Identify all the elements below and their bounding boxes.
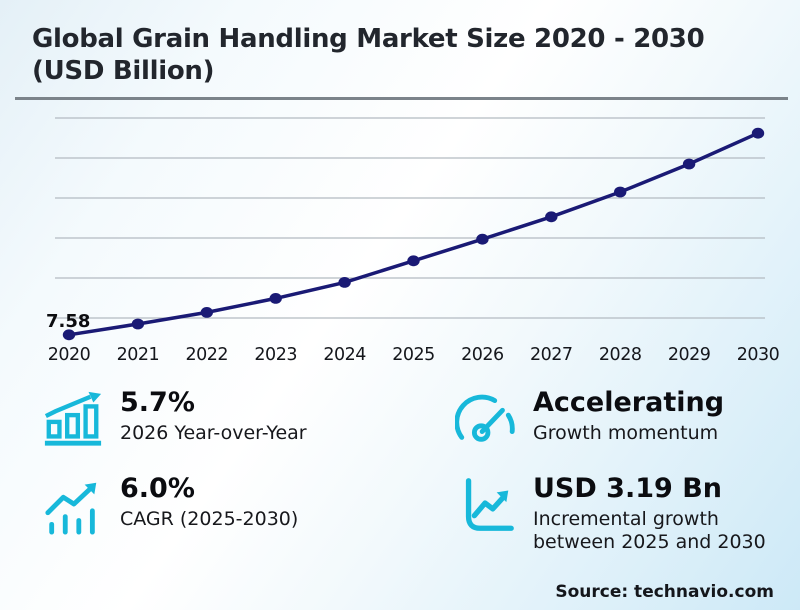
stat-value: 5.7% xyxy=(120,387,195,418)
svg-text:2027: 2027 xyxy=(530,345,573,365)
svg-text:2028: 2028 xyxy=(599,345,642,365)
stats-grid: 5.7% 2026 Year-over-Year Accelerating Gr… xyxy=(42,388,782,554)
stat-label: Incremental growth between 2025 and 2030 xyxy=(533,507,766,553)
bar-chart-trend-icon xyxy=(42,388,104,450)
svg-text:2025: 2025 xyxy=(392,345,435,365)
stat-momentum: Accelerating Growth momentum xyxy=(455,388,782,450)
title-separator xyxy=(15,97,788,101)
speedometer-icon xyxy=(455,388,517,450)
stat-label: 2026 Year-over-Year xyxy=(120,421,307,444)
stat-text: USD 3.19 Bn Incremental growth between 2… xyxy=(533,474,768,554)
stat-cagr: 6.0% CAGR (2025-2030) xyxy=(42,474,455,554)
stat-yoy: 5.7% 2026 Year-over-Year xyxy=(42,388,455,450)
stat-value: USD 3.19 Bn xyxy=(533,473,722,504)
stat-text: 5.7% 2026 Year-over-Year xyxy=(120,388,307,445)
page-title: Global Grain Handling Market Size 2020 -… xyxy=(32,24,705,86)
stat-label: CAGR (2025-2030) xyxy=(120,507,299,530)
svg-text:2022: 2022 xyxy=(186,345,229,365)
stat-label: Growth momentum xyxy=(533,421,719,444)
svg-text:2029: 2029 xyxy=(668,345,711,365)
source-text: Source: technavio.com xyxy=(555,582,774,602)
stat-value: 6.0% xyxy=(120,473,195,504)
svg-text:2020: 2020 xyxy=(48,345,91,365)
stat-incremental-growth: USD 3.19 Bn Incremental growth between 2… xyxy=(455,474,782,554)
stat-text: Accelerating Growth momentum xyxy=(533,388,724,445)
stat-value: Accelerating xyxy=(533,387,725,418)
market-size-line-chart: 2020 2021 2022 2023 2024 2025 2026 2027 2028 2029… xyxy=(46,117,780,365)
svg-text:7.58: 7.58 xyxy=(46,311,90,332)
chart-area: 2020 2021 2022 2023 2024 2025 2026 2027 2028 2029… xyxy=(0,108,800,374)
svg-text:2021: 2021 xyxy=(117,345,160,365)
svg-text:2023: 2023 xyxy=(254,345,297,365)
svg-text:2030: 2030 xyxy=(737,345,780,365)
stat-text: 6.0% CAGR (2025-2030) xyxy=(120,474,298,531)
trend-arrow-bars-icon xyxy=(42,474,104,536)
svg-text:2026: 2026 xyxy=(461,345,504,365)
svg-text:2024: 2024 xyxy=(323,345,366,365)
growth-chart-axis-icon xyxy=(455,474,517,536)
